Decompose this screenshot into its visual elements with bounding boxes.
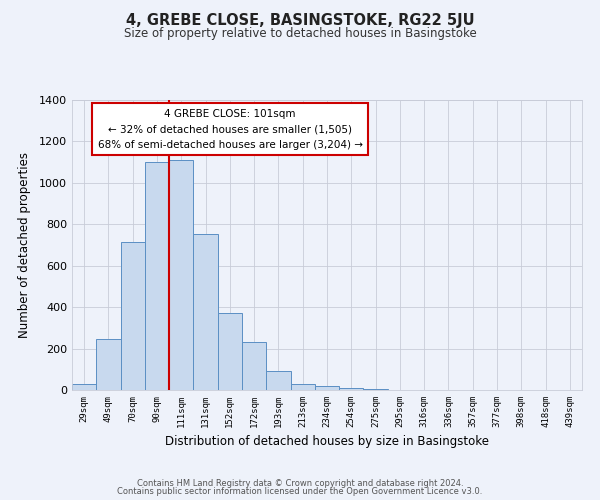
Bar <box>364 389 388 390</box>
Bar <box>290 384 315 390</box>
Bar <box>315 386 339 390</box>
Bar <box>193 234 218 390</box>
X-axis label: Distribution of detached houses by size in Basingstoke: Distribution of detached houses by size … <box>165 436 489 448</box>
Text: Size of property relative to detached houses in Basingstoke: Size of property relative to detached ho… <box>124 28 476 40</box>
Text: 4, GREBE CLOSE, BASINGSTOKE, RG22 5JU: 4, GREBE CLOSE, BASINGSTOKE, RG22 5JU <box>125 12 475 28</box>
Bar <box>72 384 96 390</box>
Bar <box>121 242 145 390</box>
Bar <box>339 388 364 390</box>
Text: Contains public sector information licensed under the Open Government Licence v3: Contains public sector information licen… <box>118 487 482 496</box>
Bar <box>96 339 121 390</box>
Text: 4 GREBE CLOSE: 101sqm
← 32% of detached houses are smaller (1,505)
68% of semi-d: 4 GREBE CLOSE: 101sqm ← 32% of detached … <box>98 108 362 150</box>
Bar <box>266 372 290 390</box>
Text: Contains HM Land Registry data © Crown copyright and database right 2024.: Contains HM Land Registry data © Crown c… <box>137 478 463 488</box>
Bar <box>242 342 266 390</box>
Y-axis label: Number of detached properties: Number of detached properties <box>17 152 31 338</box>
Bar <box>145 162 169 390</box>
Bar <box>169 160 193 390</box>
Bar <box>218 314 242 390</box>
